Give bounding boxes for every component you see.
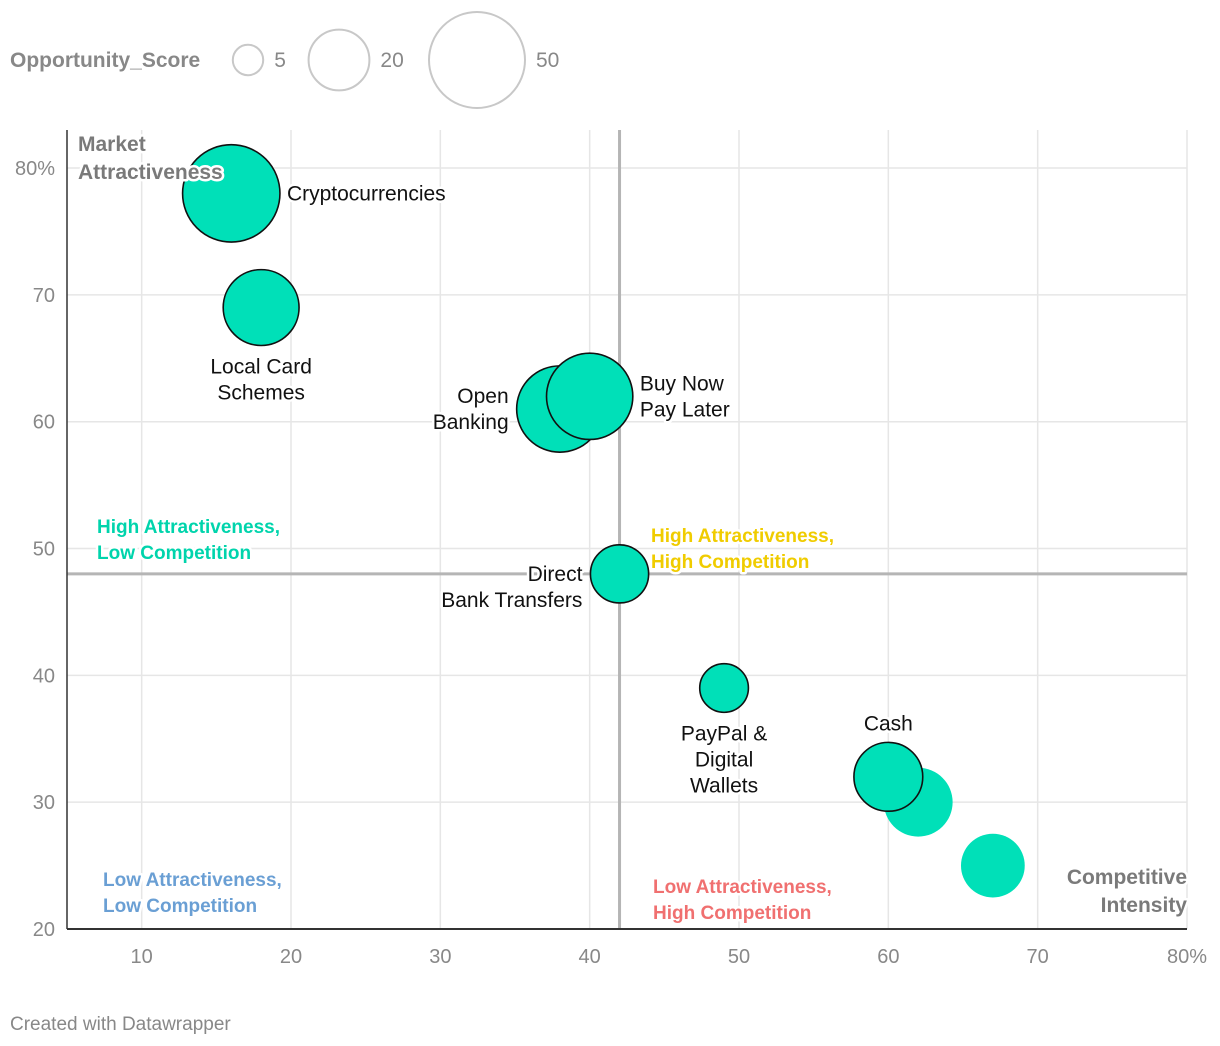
x-tick-label-20: 20 (280, 946, 302, 968)
legend-circle-20 (307, 28, 371, 92)
bubbles (181, 143, 1025, 898)
label-paypal-digital-wallets-line-1: PayPal & (681, 722, 767, 745)
bubble-unlabeled-b[interactable] (960, 833, 1025, 898)
x-tick-label-60: 60 (877, 946, 899, 968)
x-tick-label-70: 70 (1027, 946, 1049, 968)
y-tick-label-80: 80% (15, 158, 55, 180)
legend-label-5: 5 (274, 49, 286, 72)
y-tick-label-70: 70 (33, 285, 55, 307)
y-tick-label-60: 60 (33, 412, 55, 434)
y-tick-label-40: 40 (33, 665, 55, 687)
footer-credit: Created with Datawrapper (10, 1014, 231, 1035)
label-paypal-digital-wallets-line-3: Wallets (690, 774, 758, 797)
quadrant-bottom-right-line-2: High Competition (653, 903, 811, 924)
y-tick-label-50: 50 (33, 539, 55, 561)
quadrant-top-right-line-1: High Attractiveness, (651, 526, 834, 547)
x-tick-label-80: 80% (1167, 946, 1207, 968)
size-legend: Opportunity_Score 5 20 50 (10, 11, 559, 109)
bubble-buy-now-pay-later[interactable] (545, 352, 634, 441)
label-local-card-schemes-line-1: Local Card (210, 355, 312, 378)
label-cryptocurrencies-line-1: Cryptocurrencies (287, 182, 446, 205)
quadrant-top-right-line-2: High Competition (651, 552, 809, 573)
quadrant-labels: High Attractiveness, Low Competition High … (95, 515, 837, 927)
x-tick-label-30: 30 (429, 946, 451, 968)
bubble-direct-bank-transfers[interactable] (589, 543, 650, 604)
grid (67, 130, 1188, 930)
bubble-cash[interactable] (853, 741, 924, 813)
y-axis-title-line-2: Attractiveness (78, 161, 223, 184)
x-axis-title-line-2: Intensity (1101, 894, 1188, 917)
label-direct-bank-transfers-line-1: Direct (528, 563, 583, 586)
legend-title: Opportunity_Score (10, 49, 200, 72)
y-axis-title-line-1: Market (78, 133, 146, 156)
y-tick-label-30: 30 (33, 792, 55, 814)
y-tick-label-20: 20 (33, 919, 55, 941)
legend-label-20: 20 (380, 49, 403, 72)
label-open-banking-line-1: Open (457, 385, 508, 408)
quadrant-bottom-left-line-2: Low Competition (103, 896, 257, 917)
x-tick-label-40: 40 (579, 946, 601, 968)
label-cash-line-1: Cash (864, 712, 913, 735)
legend-label-50: 50 (536, 49, 559, 72)
label-local-card-schemes-line-2: Schemes (217, 381, 305, 404)
quadrant-top-left-line-1: High Attractiveness, (97, 517, 280, 538)
bubble-paypal-digital-wallets[interactable] (698, 662, 750, 714)
quadrant-top-left-line-2: Low Competition (97, 543, 251, 564)
x-tick-label-50: 50 (728, 946, 750, 968)
legend-circle-5 (231, 43, 265, 77)
label-direct-bank-transfers-line-2: Bank Transfers (441, 589, 582, 612)
bubble-cryptocurrencies[interactable] (181, 143, 281, 243)
x-axis-title-line-1: Competitive (1067, 866, 1187, 889)
x-tick-label-10: 10 (131, 946, 153, 968)
quadrant-bottom-left-line-1: Low Attractiveness, (103, 870, 282, 891)
bubble-local-card-schemes[interactable] (222, 268, 300, 347)
quadrant-bottom-right-line-1: Low Attractiveness, (653, 877, 832, 898)
axes: 10 20 30 40 50 60 70 80% 20 30 40 50 60 70 80% (15, 130, 1207, 968)
label-buy-now-pay-later-line-2: Pay Later (640, 398, 730, 421)
point-labels: Cryptocurrencies Local Card Schemes Open Ban… (76, 131, 1190, 920)
legend-circle-50 (428, 11, 526, 109)
label-buy-now-pay-later-line-1: Buy Now (640, 372, 725, 395)
label-open-banking-line-2: Banking (433, 411, 509, 434)
label-paypal-digital-wallets-line-2: Digital (695, 748, 753, 771)
